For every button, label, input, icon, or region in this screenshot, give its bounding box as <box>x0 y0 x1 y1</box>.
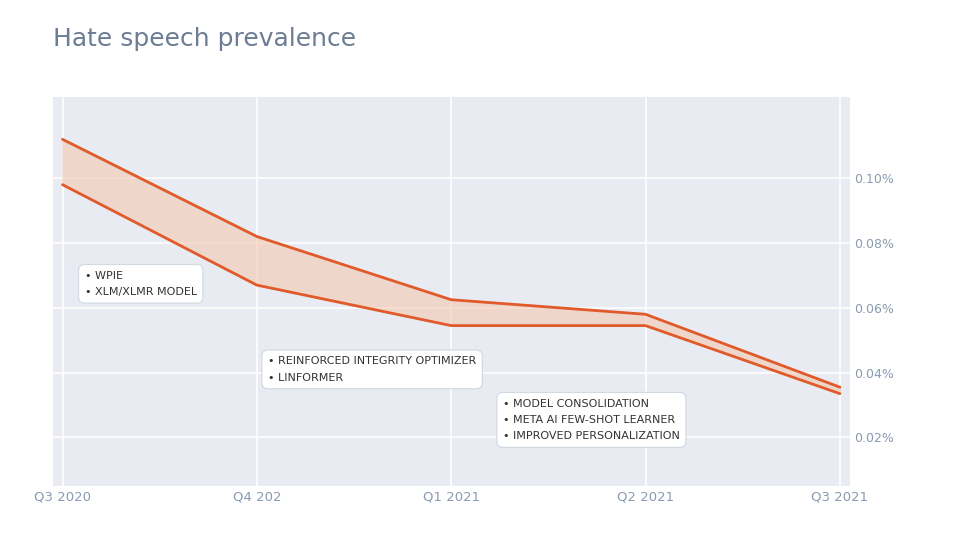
Text: • WPIE
• XLM/XLMR MODEL: • WPIE • XLM/XLMR MODEL <box>84 271 197 297</box>
Text: • REINFORCED INTEGRITY OPTIMIZER
• LINFORMER: • REINFORCED INTEGRITY OPTIMIZER • LINFO… <box>268 356 476 382</box>
Text: • MODEL CONSOLIDATION
• META AI FEW-SHOT LEARNER
• IMPROVED PERSONALIZATION: • MODEL CONSOLIDATION • META AI FEW-SHOT… <box>503 399 680 441</box>
Text: Hate speech prevalence: Hate speech prevalence <box>53 27 356 51</box>
